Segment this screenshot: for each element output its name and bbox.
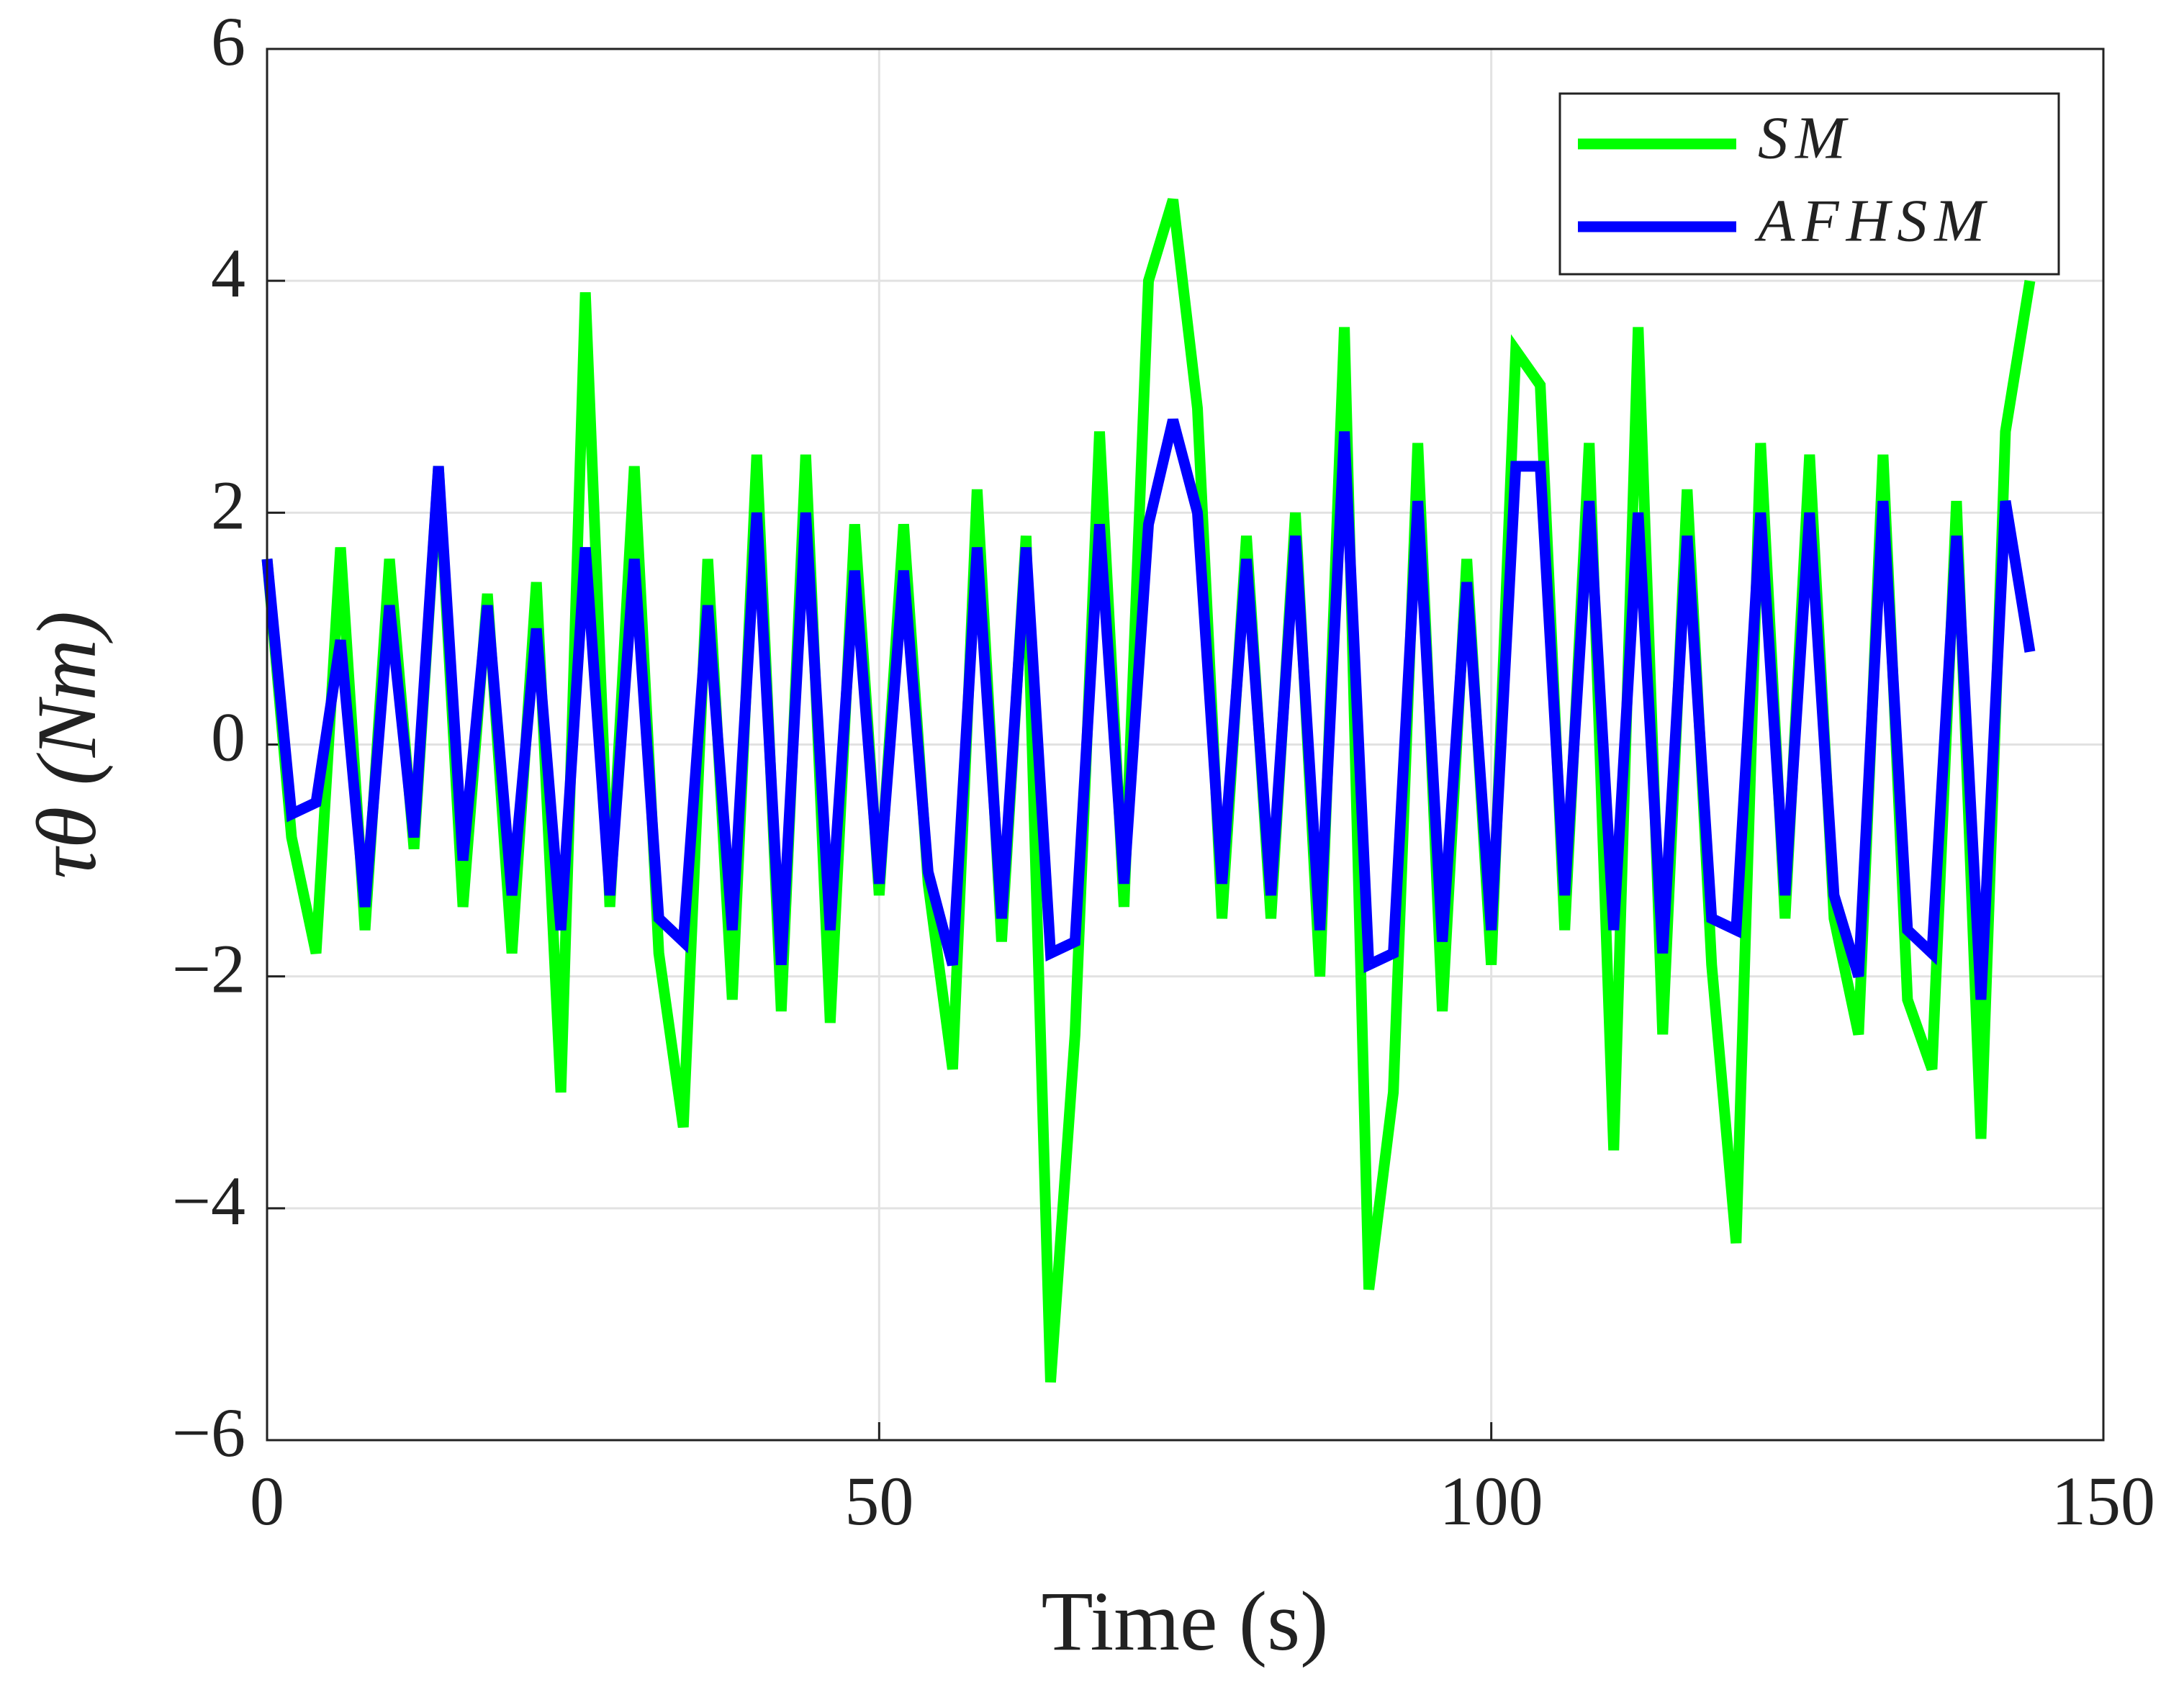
- legend-label: SM: [1758, 104, 1853, 171]
- plot-frame: [266, 48, 2105, 1442]
- y-tick-label: 6: [211, 3, 245, 80]
- x-tick-label: 100: [1440, 1462, 1543, 1539]
- x-axis-label: Time (s): [1042, 1574, 1329, 1668]
- y-tick-label: −6: [172, 1394, 245, 1471]
- y-tick-label: 4: [211, 235, 245, 312]
- series-line: [261, 418, 2036, 1000]
- x-tick-label: 50: [844, 1462, 913, 1539]
- legend-label: AFHSM: [1754, 187, 1992, 254]
- x-tick-label: 150: [2052, 1462, 2155, 1539]
- series-line: [261, 198, 2036, 1383]
- y-tick-label: 2: [211, 466, 245, 543]
- x-tick-label: 0: [250, 1462, 284, 1539]
- y-tick-label: 0: [211, 699, 245, 776]
- y-tick-label: −2: [172, 931, 245, 1008]
- y-tick-label: −4: [172, 1162, 245, 1239]
- y-axis-label: τθ (Nm): [19, 611, 114, 879]
- legend-box: [1558, 92, 2060, 276]
